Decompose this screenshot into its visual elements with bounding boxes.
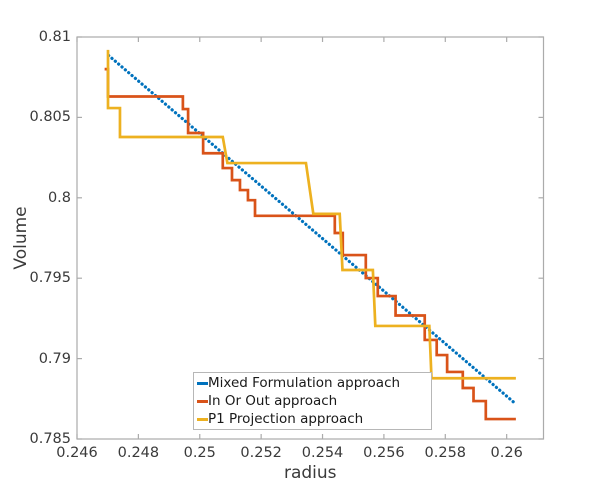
- y-tick-label: 0.795: [29, 270, 71, 287]
- x-tick-label: 0.256: [363, 445, 405, 461]
- y-tick-label: 0.81: [38, 29, 71, 45]
- x-tick-label: 0.258: [424, 445, 467, 461]
- series-line-p1-projection: [106, 49, 516, 380]
- x-tick-label: 0.254: [301, 445, 344, 461]
- legend-label: Mixed Formulation approach: [208, 375, 401, 391]
- legend-line-swatch-orange: [197, 399, 208, 403]
- x-tick-label: 0.252: [240, 445, 282, 461]
- legend-entry-p1-projection: P1 Projection approach: [197, 410, 428, 428]
- axes-box: [76, 36, 545, 440]
- series-line-mixed-formulation: [107, 53, 517, 405]
- x-tick-label: 0.25: [183, 445, 216, 461]
- x-axis-label: radius: [283, 463, 337, 483]
- legend: Mixed Formulation approach In Or Out app…: [193, 372, 432, 430]
- y-tick-label: 0.79: [38, 350, 71, 367]
- x-tick-label: 0.26: [490, 445, 523, 461]
- x-tick-label: 0.248: [117, 445, 160, 461]
- series-line-in-or-out: [104, 67, 516, 421]
- legend-line-swatch-yellow: [197, 417, 208, 421]
- legend-entry-in-or-out: In Or Out approach: [197, 392, 428, 410]
- legend-label: In Or Out approach: [208, 393, 338, 409]
- y-axis-label: Volume: [11, 206, 31, 270]
- x-tick-label: 0.246: [56, 445, 98, 461]
- legend-entry-mixed-formulation: Mixed Formulation approach: [197, 374, 428, 392]
- y-tick-label: 0.805: [29, 109, 71, 126]
- legend-label: P1 Projection approach: [208, 411, 364, 427]
- y-tick-label: 0.785: [29, 431, 71, 447]
- y-tick-label: 0.8: [47, 189, 71, 206]
- legend-line-swatch-blue: [197, 381, 208, 385]
